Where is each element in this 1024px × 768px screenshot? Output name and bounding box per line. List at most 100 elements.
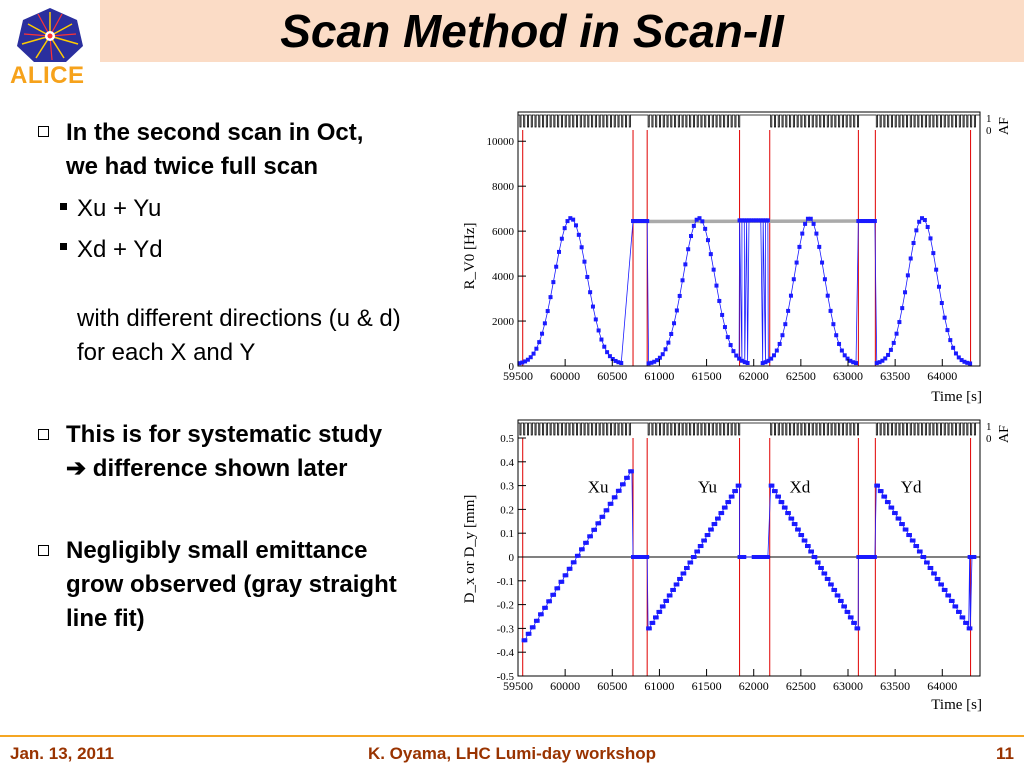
logo-text: ALICE — [10, 62, 85, 89]
displacement-point — [730, 494, 735, 499]
y-tick-label: 2000 — [492, 316, 515, 328]
rate-point — [590, 304, 595, 309]
bullet-3-line-3: line fit) — [66, 605, 145, 632]
displacement-point — [886, 500, 891, 505]
displacement-point — [819, 565, 824, 570]
rate-point — [666, 340, 671, 345]
displacement-point — [733, 489, 738, 494]
rate-chart: 10 59500 60000 60500 61000 61500 62000 62500 63… — [462, 111, 1012, 405]
af-trace — [518, 422, 980, 436]
displacement-x-axis-label: Time [s] — [931, 697, 982, 713]
rate-point — [528, 355, 533, 360]
scan-annotation: Xu — [588, 478, 609, 497]
displacement-point — [706, 533, 711, 538]
rate-point — [851, 360, 856, 365]
af-tick-label: 0 — [986, 125, 992, 137]
rate-point — [834, 333, 839, 338]
rate-point — [557, 249, 562, 254]
rate-point — [848, 358, 853, 363]
y-tick-label: 0.2 — [500, 504, 514, 516]
x-tick-label: 60000 — [550, 369, 580, 383]
bullet-1-line-1: In the second scan in Oct, — [66, 119, 364, 146]
x-tick-label: 59500 — [503, 369, 533, 383]
rate-point — [877, 360, 882, 365]
displacement-point — [638, 555, 643, 559]
rate-point — [531, 351, 536, 356]
displacement-point — [661, 604, 666, 609]
rate-point — [582, 259, 587, 264]
displacement-chart: 10 59500 60000 60500 61000 61500 62000 62500 63… — [462, 419, 1012, 713]
displacement-point — [836, 593, 841, 598]
displacement-point — [780, 500, 785, 505]
rate-point — [956, 355, 961, 360]
rate-point — [831, 322, 836, 327]
displacement-point — [883, 494, 888, 499]
rate-point — [842, 353, 847, 358]
displacement-point — [868, 555, 873, 559]
rate-point — [722, 325, 727, 330]
displacement-point — [709, 527, 714, 532]
rate-point — [568, 216, 573, 221]
displacement-point — [692, 555, 697, 559]
rate-point — [883, 356, 888, 361]
rate-point — [657, 355, 662, 360]
rate-point — [631, 219, 636, 224]
displacement-point — [846, 609, 851, 614]
bullet-3-line-1: Negligibly small emittance — [66, 537, 368, 564]
displacement-point — [790, 516, 795, 521]
displacement-point — [954, 604, 959, 609]
rate-point — [777, 341, 782, 346]
rate-point — [542, 321, 547, 326]
rate-point — [894, 331, 899, 336]
rate-point — [948, 338, 953, 343]
rate-point — [579, 245, 584, 250]
displacement-point — [737, 483, 742, 488]
rate-point — [649, 360, 654, 365]
rate-point — [703, 226, 708, 231]
displacement-point — [783, 505, 788, 510]
displacement-point — [939, 582, 944, 587]
displacement-point — [803, 538, 808, 543]
rate-point — [548, 295, 553, 300]
displacement-point — [556, 586, 561, 591]
rate-point — [747, 218, 751, 223]
rate-point — [865, 219, 870, 224]
displacement-point — [816, 560, 821, 565]
scan-annotation: Yd — [901, 478, 922, 497]
x-tick-label: 64000 — [927, 679, 957, 693]
x-tick-label: 61500 — [692, 679, 722, 693]
x-tick-label: 63500 — [880, 369, 910, 383]
rate-point — [700, 219, 705, 224]
rate-point — [551, 280, 556, 285]
rate-point — [720, 312, 725, 317]
rate-point — [939, 301, 944, 306]
rate-point — [874, 361, 879, 366]
rate-point — [945, 328, 950, 333]
rate-point — [872, 219, 877, 224]
bullet-3-line-2: grow observed (gray straight — [66, 571, 397, 598]
rate-point — [677, 293, 682, 298]
displacement-point — [699, 544, 704, 549]
displacement-point — [560, 579, 565, 584]
rate-point — [610, 356, 615, 361]
rate-point — [825, 293, 830, 298]
displacement-point — [654, 615, 659, 620]
rate-point — [745, 361, 750, 366]
rate-point — [742, 218, 747, 223]
rate-point — [800, 231, 805, 236]
rate-point — [905, 273, 910, 278]
displacement-point — [651, 620, 656, 625]
displacement-point — [911, 538, 916, 543]
rate-point — [897, 320, 902, 325]
af-tick-label: 1 — [986, 421, 992, 433]
displacement-point — [584, 540, 589, 545]
displacement-point — [754, 555, 759, 559]
displacement-point — [776, 494, 781, 499]
displacement-point — [547, 599, 552, 604]
displacement-point — [773, 489, 778, 494]
displacement-point — [531, 625, 536, 630]
rate-point — [962, 359, 967, 364]
displacement-point — [535, 618, 540, 623]
displacement-point — [936, 576, 941, 581]
rate-point — [686, 247, 691, 252]
